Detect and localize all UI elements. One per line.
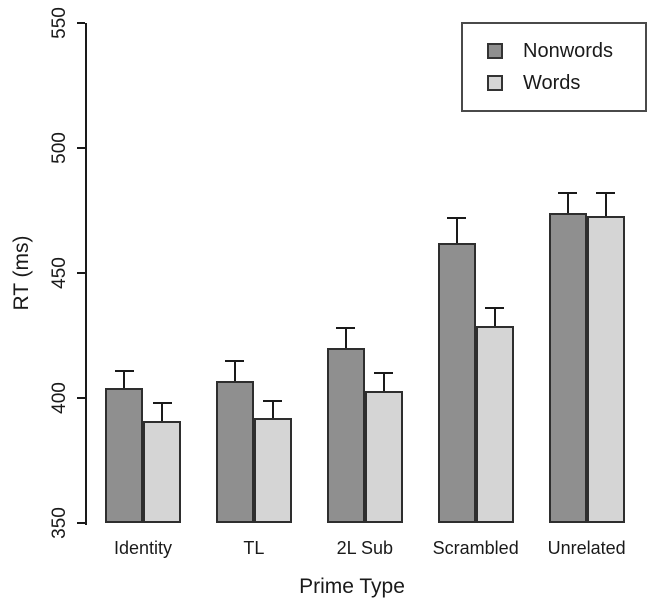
y-tick-label: 550 — [49, 7, 70, 39]
x-category-label: TL — [243, 538, 265, 558]
bar-nonwords-tl — [215, 380, 254, 523]
error-bar-cap — [558, 192, 578, 194]
nonwords-swatch-icon — [487, 43, 503, 59]
y-tick — [77, 147, 85, 149]
error-bar-stem — [271, 400, 274, 418]
error-bar-cap — [336, 327, 356, 329]
error-bar-cap — [152, 402, 172, 404]
error-bar-stem — [233, 360, 236, 381]
y-tick — [77, 522, 85, 524]
error-bar-stem — [493, 308, 496, 326]
y-tick — [77, 272, 85, 274]
y-tick-label: 400 — [49, 382, 70, 414]
words-swatch-icon — [487, 75, 503, 91]
error-bar-cap — [263, 399, 283, 402]
bar-words-2l-sub — [364, 390, 403, 523]
error-bar-cap — [225, 359, 245, 362]
error-bar-cap — [114, 369, 134, 372]
bar-words-scrambled — [475, 325, 514, 523]
error-bar-cap — [447, 217, 467, 219]
legend: Nonwords Words — [461, 22, 647, 112]
legend-item-nonwords: Nonwords — [487, 40, 645, 63]
bar-nonwords-2l-sub — [326, 348, 365, 523]
legend-label: Words — [523, 71, 581, 94]
y-tick-label: 350 — [49, 507, 70, 539]
y-axis-title: RT (ms) — [10, 235, 33, 311]
error-bar-stem — [455, 218, 458, 243]
error-bar-stem — [382, 373, 385, 391]
legend-label: Nonwords — [523, 39, 614, 62]
y-axis-line — [85, 23, 87, 525]
bar-nonwords-scrambled — [437, 243, 476, 523]
y-tick-label: 500 — [49, 132, 70, 164]
error-bar-stem — [344, 328, 347, 348]
error-bar-stem — [604, 193, 607, 216]
error-bar-cap — [596, 192, 616, 194]
bar-words-tl — [253, 418, 292, 523]
error-bar-stem — [161, 403, 163, 421]
y-tick — [77, 397, 85, 399]
bar-words-identity — [143, 420, 181, 523]
error-bar-cap — [485, 307, 505, 309]
x-category-label: 2L Sub — [336, 538, 393, 558]
bar-nonwords-unrelated — [548, 213, 587, 523]
x-axis-title: Prime Type — [299, 575, 405, 598]
x-category-label: Scrambled — [432, 538, 519, 558]
error-bar-cap — [374, 372, 394, 374]
y-tick-label: 450 — [49, 257, 70, 289]
legend-item-words: Words — [487, 72, 645, 95]
x-category-label: Identity — [113, 538, 173, 558]
y-tick — [77, 22, 85, 24]
error-bar-stem — [566, 193, 569, 213]
error-bar-stem — [123, 370, 125, 388]
bar-nonwords-identity — [105, 388, 143, 523]
bar-words-unrelated — [586, 215, 625, 523]
x-category-label: Unrelated — [547, 538, 626, 558]
